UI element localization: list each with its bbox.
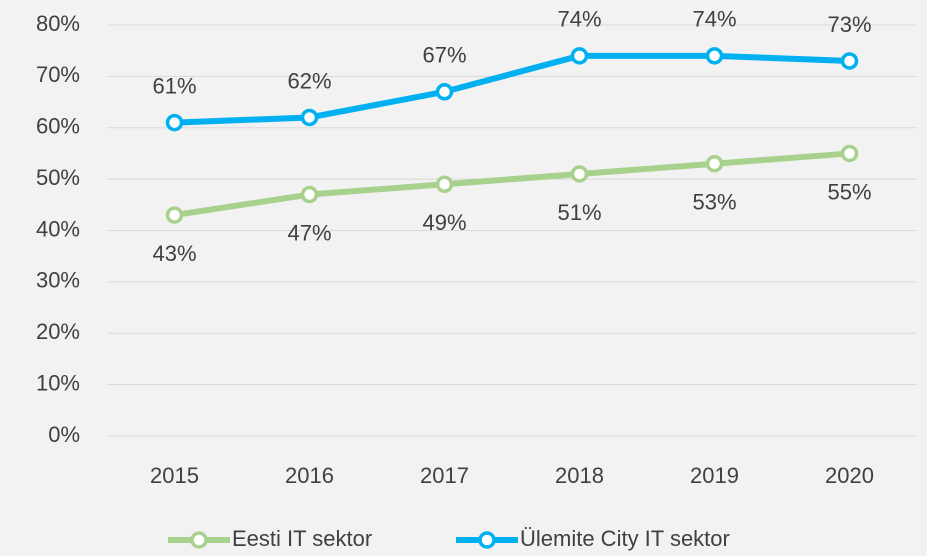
y-tick-label: 70% (36, 62, 80, 87)
point-marker (165, 113, 184, 132)
point-marker (570, 47, 589, 65)
legend-label: Ülemite City IT sektor (520, 526, 730, 551)
y-tick-label: 60% (36, 114, 80, 139)
x-tick-label: 2019 (690, 463, 739, 488)
legend-label: Eesti IT sektor (232, 526, 372, 551)
legend-marker (478, 531, 496, 549)
data-label: 61% (152, 73, 196, 98)
point-marker (705, 154, 724, 173)
x-tick-label: 2016 (285, 463, 334, 488)
y-tick-label: 40% (36, 216, 80, 241)
series-line (174, 150, 850, 219)
y-tick-label: 0% (48, 422, 80, 447)
data-label: 43% (152, 241, 196, 266)
point-marker (705, 47, 724, 65)
data-label: 67% (422, 43, 466, 68)
y-tick-label: 50% (36, 165, 80, 190)
y-tick-label: 20% (36, 319, 80, 344)
point-marker (300, 108, 319, 127)
point-marker (570, 165, 589, 183)
data-label: 47% (287, 220, 331, 245)
data-label: 51% (557, 200, 601, 225)
point-marker (840, 144, 859, 163)
x-tick-label: 2015 (150, 463, 199, 488)
point-marker (435, 83, 454, 101)
data-label: 73% (827, 12, 871, 37)
x-tick-label: 2020 (825, 463, 874, 488)
data-label: 53% (692, 190, 736, 215)
x-tick-label: 2017 (420, 463, 469, 488)
data-label: 49% (422, 210, 466, 235)
x-tick-label: 2018 (555, 463, 604, 488)
point-marker (300, 185, 319, 204)
point-marker (165, 206, 184, 224)
series-line (174, 52, 850, 126)
legend-marker (190, 531, 208, 549)
data-label: 55% (827, 179, 871, 204)
data-label: 74% (557, 7, 601, 32)
y-tick-label: 10% (36, 370, 80, 395)
point-marker (435, 175, 454, 194)
data-label: 74% (692, 7, 736, 32)
data-label: 62% (287, 68, 331, 93)
point-marker (840, 52, 859, 70)
y-tick-label: 30% (36, 268, 80, 293)
y-tick-label: 80% (36, 11, 80, 36)
